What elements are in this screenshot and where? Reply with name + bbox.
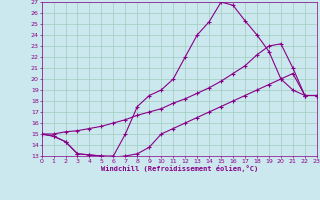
X-axis label: Windchill (Refroidissement éolien,°C): Windchill (Refroidissement éolien,°C) <box>100 165 258 172</box>
